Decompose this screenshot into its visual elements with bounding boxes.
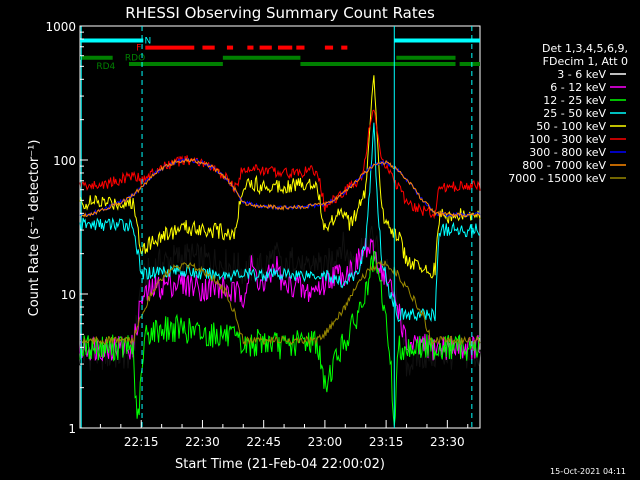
legend: Det 1,3,4,5,6,9,FDecim 1, Att 03 - 6 keV… [508, 42, 628, 185]
series-lines [79, 75, 481, 426]
plot-border [79, 25, 481, 429]
y-tick-label-2: 100 [53, 154, 76, 168]
legend-label-5: 100 - 300 keV [529, 133, 606, 146]
legend-label-0: 3 - 6 keV [557, 68, 606, 81]
series-line-4 [79, 75, 481, 279]
y-axis-label: Count Rate (s⁻¹ detector⁻¹) [27, 140, 42, 317]
x-tick-label-1: 22:30 [185, 435, 220, 449]
x-tick-label-4: 23:15 [369, 435, 404, 449]
legend-title-line-0: Det 1,3,4,5,6,9, [542, 42, 628, 55]
series-line-8 [79, 259, 481, 347]
plot-frame [79, 25, 481, 429]
chart-title: RHESSI Observing Summary Count Rates [125, 4, 435, 22]
x-axis-label: Start Time (21-Feb-04 22:00:02) [175, 457, 385, 472]
status-label-rd4: RD4 [96, 62, 115, 72]
series-line-5 [79, 109, 481, 220]
legend-label-8: 7000 - 15000 keV [508, 172, 606, 185]
x-tick-label-2: 22:45 [246, 435, 281, 449]
legend-label-4: 50 - 100 keV [536, 120, 606, 133]
x-tick-label-3: 23:00 [308, 435, 343, 449]
x-tick-label-0: 22:15 [124, 435, 159, 449]
status-label-f: F [136, 44, 141, 54]
series-line-7 [79, 157, 481, 218]
legend-title-line-1: FDecim 1, Att 0 [543, 55, 628, 68]
legend-label-6: 300 - 800 keV [529, 146, 606, 159]
series-line-2 [79, 251, 481, 426]
legend-label-1: 6 - 12 keV [550, 81, 606, 94]
vertical-markers [80, 26, 473, 428]
series-line-1 [79, 238, 481, 362]
x-tick-label-5: 23:30 [430, 435, 465, 449]
y-tick-label-1: 10 [61, 288, 76, 302]
legend-label-2: 12 - 25 keV [543, 94, 606, 107]
y-tick-label-0: 1 [68, 422, 76, 436]
timestamp: 15-Oct-2021 04:11 [550, 467, 626, 476]
status-label-rdo: RDO [125, 54, 145, 64]
y-tick-label-3: 1000 [45, 20, 76, 34]
legend-label-3: 25 - 50 keV [543, 107, 606, 120]
axes: 22:15 22:30 22:45 23:00 23:15 23:30 1 10 100 1000 [45, 20, 469, 449]
status-label-n: N [144, 36, 151, 46]
legend-label-7: 800 - 7000 keV [522, 159, 606, 172]
series-line-3 [79, 122, 481, 323]
